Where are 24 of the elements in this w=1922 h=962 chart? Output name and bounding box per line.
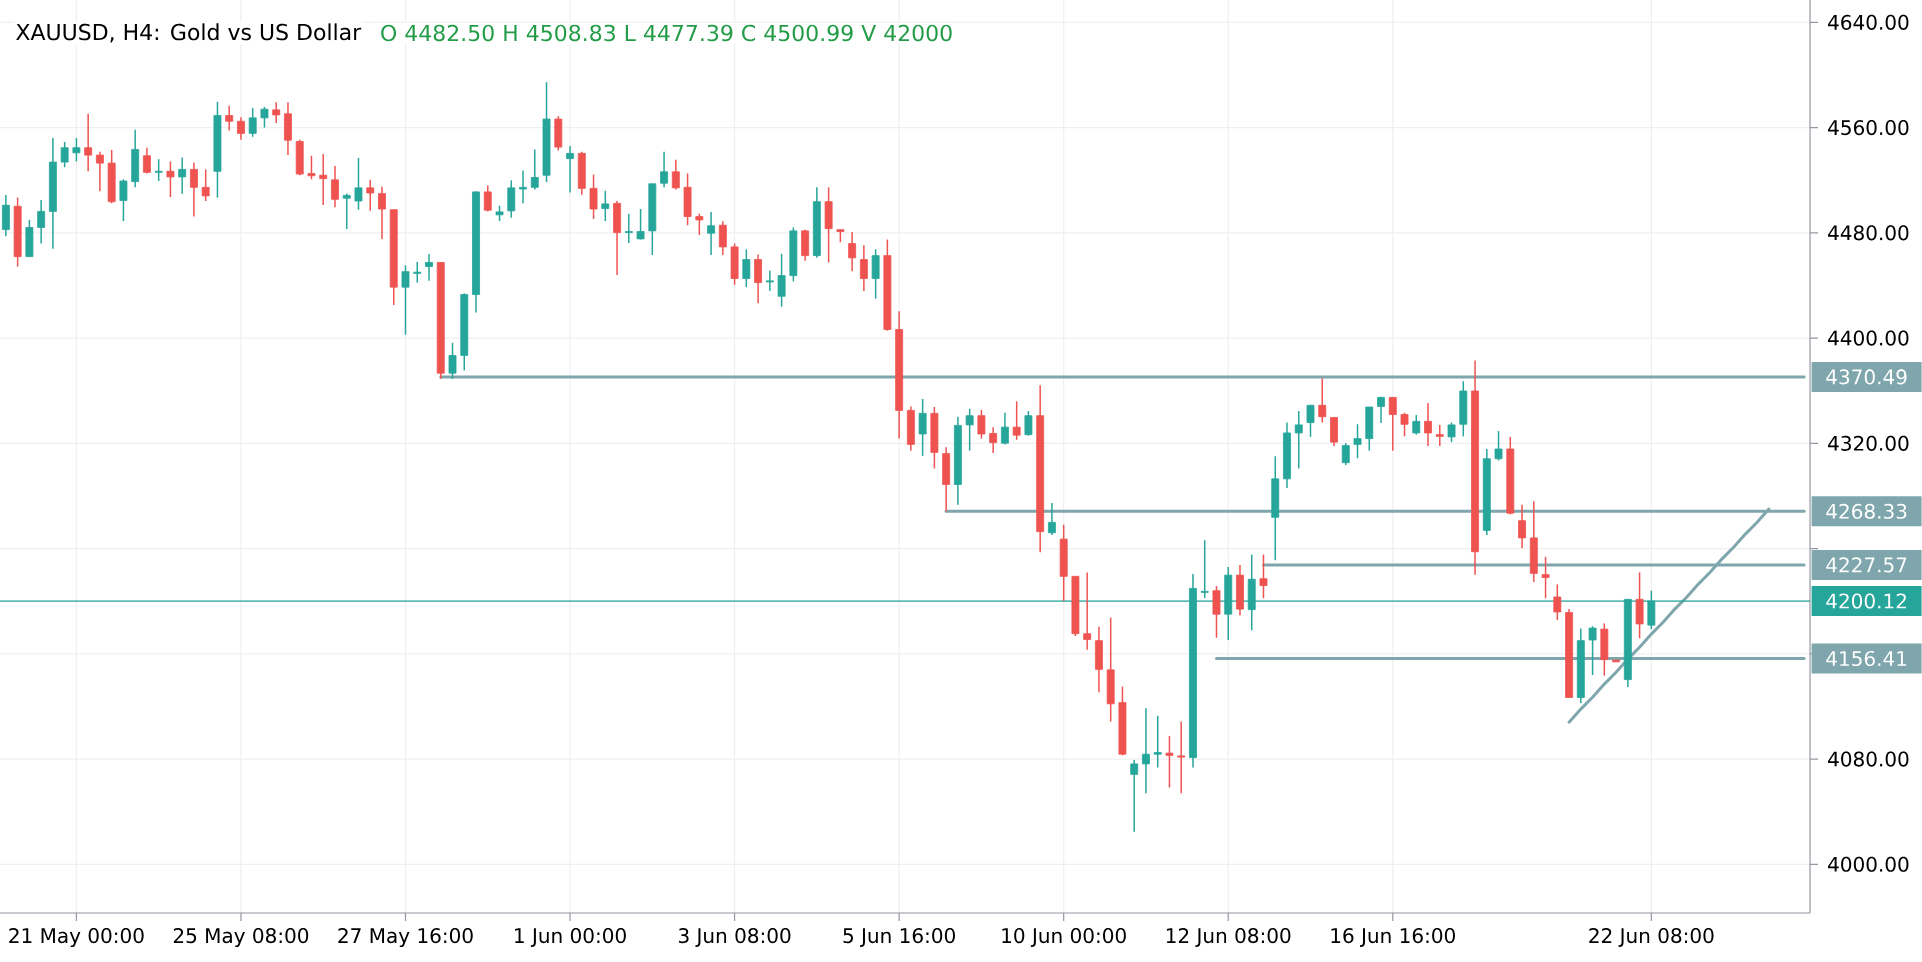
series-label: 4370.49 — [1826, 369, 1907, 385]
y-tick-label: 4640.00 — [1828, 14, 1909, 30]
series-label: 4227.57 — [1826, 557, 1907, 573]
text: O 4482.50 H 4508.83 L 4477.39 C 4500.99 V 42000 — [381, 24, 952, 42]
y-tick-label: 4320.00 — [1828, 435, 1909, 451]
x-tick-label: 27 May 16:00 — [338, 928, 473, 948]
series-label: 4156.41 — [1826, 650, 1907, 667]
x-tick-label: 12 Jun 08:00 — [1166, 928, 1291, 947]
y-tick-label: 4080.00 — [1828, 751, 1909, 767]
y-tick-label: 4400.00 — [1828, 330, 1909, 346]
x-tick-label: 16 Jun 16:00 — [1331, 928, 1455, 947]
x-tick-label: 25 May 08:00 — [173, 928, 309, 948]
x-tick-label: 22 Jun 08:00 — [1589, 928, 1714, 947]
series-label: 4268.33 — [1826, 503, 1907, 519]
y-tick-label: 4480.00 — [1828, 225, 1909, 241]
x-tick-label: 10 Jun 00:00 — [1002, 928, 1126, 947]
x-tick-label: 3 Jun 08:00 — [678, 928, 791, 947]
x-tick-label: 5 Jun 16:00 — [843, 928, 955, 947]
text: XAUUSD, H4: Gold vs US Dollar — [16, 23, 362, 43]
x-tick-label: 1 Jun 00:00 — [515, 928, 626, 947]
y-tick-label: 4560.00 — [1828, 120, 1909, 136]
ref-line-label: 4200.12 — [1826, 593, 1906, 609]
x-tick-label: 21 May 00:00 — [9, 928, 144, 948]
y-tick-label: 4000.00 — [1828, 856, 1909, 872]
